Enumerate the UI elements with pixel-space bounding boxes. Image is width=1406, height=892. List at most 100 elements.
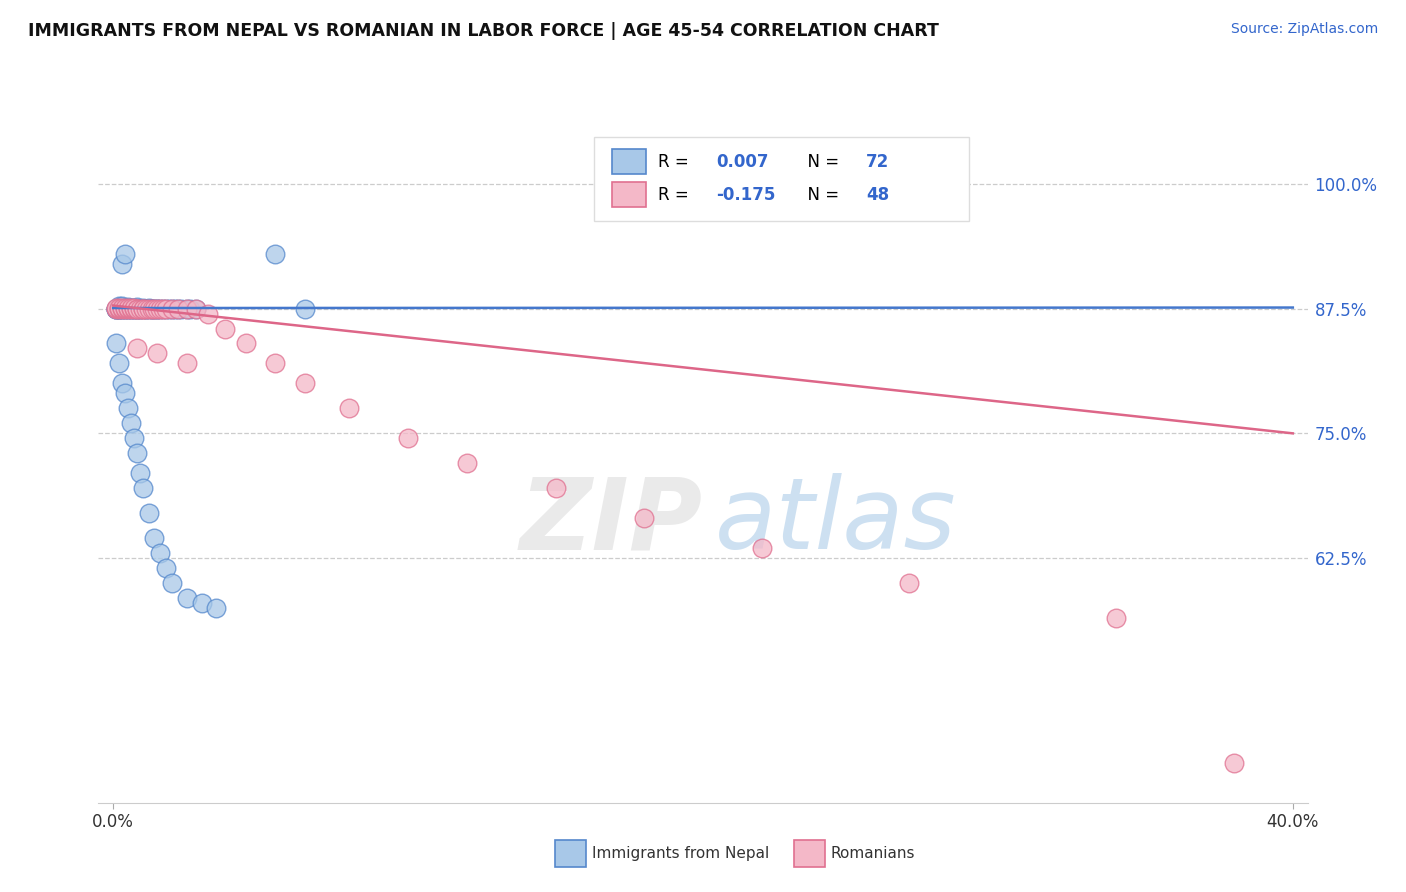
Point <box>108 299 131 313</box>
Point <box>131 481 153 495</box>
Point <box>155 301 177 316</box>
Point <box>105 301 128 316</box>
Point <box>294 301 316 316</box>
Point <box>167 301 190 316</box>
Point <box>184 301 207 316</box>
Point <box>751 541 773 556</box>
Point <box>120 301 142 316</box>
Point <box>125 301 148 316</box>
Point <box>152 301 174 316</box>
Point <box>135 301 157 316</box>
Text: R =: R = <box>658 153 695 171</box>
Point <box>456 456 478 470</box>
Point <box>117 301 139 316</box>
Point <box>128 301 150 316</box>
Point <box>138 301 160 315</box>
Point <box>176 591 198 606</box>
Point <box>143 301 166 316</box>
Point <box>125 301 148 316</box>
Point <box>120 301 142 315</box>
Point <box>105 301 128 316</box>
Point <box>125 446 148 460</box>
FancyBboxPatch shape <box>613 182 647 208</box>
Point <box>179 301 201 316</box>
Point <box>155 561 177 575</box>
Point <box>114 301 136 316</box>
Point <box>131 301 153 316</box>
Point <box>114 301 136 315</box>
Point <box>111 301 134 315</box>
Point <box>125 300 148 314</box>
Point <box>108 301 131 316</box>
Point <box>105 301 128 315</box>
Text: atlas: atlas <box>716 474 956 570</box>
Point <box>128 301 150 316</box>
Point <box>143 531 166 545</box>
Point <box>120 301 142 315</box>
Point <box>117 301 139 316</box>
Text: Romanians: Romanians <box>831 847 915 861</box>
Point <box>111 301 134 315</box>
Point <box>114 246 136 260</box>
Point <box>125 301 148 316</box>
Point <box>190 596 212 610</box>
Point <box>1223 756 1246 770</box>
Point <box>167 301 190 316</box>
Point <box>146 301 169 316</box>
Point <box>160 301 183 316</box>
Point <box>117 301 139 316</box>
Point <box>111 301 134 316</box>
Text: IMMIGRANTS FROM NEPAL VS ROMANIAN IN LABOR FORCE | AGE 45-54 CORRELATION CHART: IMMIGRANTS FROM NEPAL VS ROMANIAN IN LAB… <box>28 22 939 40</box>
Point <box>141 301 163 316</box>
Point <box>157 301 180 316</box>
Point <box>125 301 148 316</box>
Point <box>146 346 169 360</box>
Point <box>197 306 219 320</box>
Point <box>176 301 198 316</box>
Point <box>143 301 166 316</box>
Text: N =: N = <box>797 186 845 204</box>
Point <box>544 481 567 495</box>
Text: Source: ZipAtlas.com: Source: ZipAtlas.com <box>1230 22 1378 37</box>
Point <box>294 376 316 391</box>
Point <box>114 301 136 315</box>
Point <box>125 342 148 356</box>
Point <box>176 301 198 316</box>
Point <box>122 301 145 316</box>
Point <box>111 299 134 313</box>
Point <box>141 301 163 316</box>
Point <box>141 301 163 316</box>
Point <box>105 301 128 316</box>
Point <box>122 301 145 315</box>
Point <box>149 546 172 560</box>
Point <box>108 301 131 316</box>
Point <box>111 301 134 316</box>
Point <box>176 356 198 370</box>
Point <box>114 301 136 316</box>
Point <box>122 301 145 315</box>
Point <box>138 301 160 316</box>
Point <box>114 386 136 401</box>
Point <box>160 576 183 591</box>
Point <box>120 417 142 431</box>
Point <box>214 321 236 335</box>
Point <box>117 401 139 416</box>
Text: -0.175: -0.175 <box>716 186 776 204</box>
Point <box>131 301 153 316</box>
Text: R =: R = <box>658 186 695 204</box>
Point <box>146 301 169 316</box>
Point <box>105 336 128 351</box>
Point <box>898 576 921 591</box>
Point <box>264 246 287 260</box>
Point <box>108 301 131 315</box>
Point <box>160 301 183 316</box>
Point <box>337 401 360 416</box>
Point <box>117 300 139 314</box>
Point <box>122 431 145 445</box>
Point <box>396 431 419 445</box>
Point <box>108 301 131 316</box>
Point <box>135 301 157 316</box>
Point <box>264 356 287 370</box>
FancyBboxPatch shape <box>613 149 647 174</box>
Text: ZIP: ZIP <box>520 474 703 570</box>
